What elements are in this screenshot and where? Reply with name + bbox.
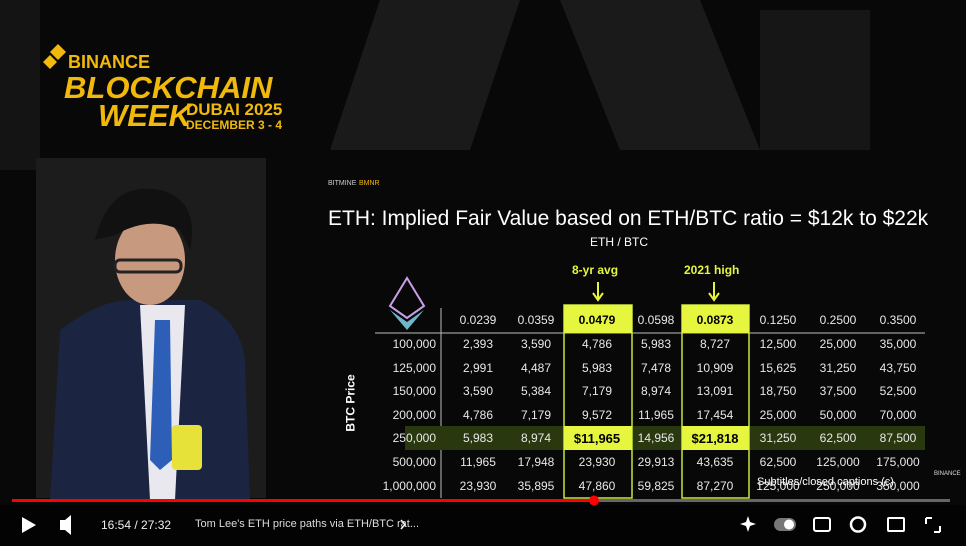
chapter-title[interactable]: Tom Lee's ETH price paths via ETH/BTC ra…	[195, 518, 420, 530]
table-cell: 29,913	[637, 455, 675, 469]
column-header: 0.0479	[578, 313, 616, 327]
table-cell: 25,000	[819, 337, 857, 351]
row-header: 100,000	[392, 337, 436, 351]
controls-icons	[22, 515, 941, 535]
table-cell: 15,625	[759, 360, 797, 375]
table-cell: 2,991	[462, 360, 494, 375]
column-header: 0.3500	[879, 313, 917, 327]
table-cell: 43,750	[879, 360, 917, 375]
ai-button[interactable]	[740, 516, 756, 532]
captions-button[interactable]	[813, 517, 831, 532]
row-header: 125,000	[392, 360, 436, 375]
table-cell: 37,500	[819, 384, 857, 399]
table-cell: 23,930	[578, 455, 616, 469]
theater-button[interactable]	[887, 517, 905, 532]
table-cell: 250,000	[816, 478, 860, 493]
column-header: 0.0598	[637, 313, 675, 327]
table-cell: 35,000	[879, 337, 917, 351]
fullscreen-button[interactable]	[925, 517, 941, 533]
volume-button[interactable]	[60, 515, 71, 535]
table-cell: 8,974	[640, 384, 672, 399]
table-cell: 5,983	[640, 337, 672, 351]
annotation: 8-yr avg	[572, 263, 619, 277]
annotation: 2021 high	[684, 263, 740, 277]
table-cell: 35,895	[517, 478, 555, 493]
column-header: 0.0873	[696, 313, 734, 327]
watermark: BINANCE	[934, 471, 961, 477]
table-cell: 8,974	[520, 431, 552, 446]
table-cell: 31,250	[759, 431, 797, 446]
table-cell: 47,860	[578, 478, 616, 493]
column-header: 0.2500	[819, 313, 857, 327]
table-cell: 175,000	[876, 455, 920, 469]
table-cell: 8,727	[699, 337, 731, 351]
row-header: 200,000	[392, 407, 436, 422]
table-cell: 62,500	[819, 431, 857, 446]
table-cell: $21,818	[691, 431, 739, 447]
event-name: WEEK	[98, 98, 191, 133]
table-cell: 43,635	[696, 455, 734, 469]
table-cell: 12,500	[759, 337, 797, 351]
table-cell: 7,179	[581, 384, 613, 399]
table-cell: 52,500	[879, 384, 917, 399]
table-cell: 17,454	[696, 407, 734, 422]
column-header: 0.0239	[459, 313, 497, 327]
autoplay-knob	[784, 519, 794, 530]
captions-tooltip: Subtitles/closed captions (c)	[757, 476, 894, 488]
column-header: 0.1250	[759, 313, 797, 327]
time-display: 16:54 / 27:32	[101, 518, 172, 532]
settings-button[interactable]	[849, 516, 867, 533]
table-cell: 17,948	[517, 455, 555, 469]
event-name: BLOCKCHAIN	[64, 70, 273, 105]
event-location: DUBAI 2025	[186, 100, 283, 119]
slide-title: ETH: Implied Fair Value based on ETH/BTC…	[328, 207, 929, 230]
row-header: 150,000	[392, 384, 436, 399]
table-cell: 11,965	[638, 407, 674, 422]
column-axis: ETH / BTC	[590, 235, 649, 249]
table-cell: 3,590	[462, 384, 494, 399]
table-cell: 125,000	[756, 478, 800, 493]
table-cell: 50,000	[819, 407, 857, 422]
row-axis: BTC Price	[343, 374, 358, 432]
table-cell: 125,000	[816, 455, 860, 469]
table-cell: 59,825	[637, 478, 675, 493]
chapter-arrow[interactable]	[400, 519, 407, 530]
brand: BINANCE	[68, 52, 151, 72]
table-cell: 4,786	[581, 337, 613, 351]
table-cell: 87,500	[879, 431, 917, 446]
row-header: 1,000,000	[382, 478, 436, 493]
table-cell: 9,572	[581, 407, 613, 422]
company: BITMINE	[328, 180, 357, 187]
row-header: 500,000	[392, 455, 436, 469]
table-cell: 23,930	[459, 478, 497, 493]
table-cell: 18,750	[759, 384, 797, 399]
table-cell: 4,487	[520, 360, 552, 375]
table-cell: 7,179	[520, 407, 552, 422]
table-cell: 13,091	[696, 384, 734, 399]
table-cell: 5,983	[581, 360, 613, 375]
table-cell: 87,270	[696, 478, 734, 493]
table-cell: 5,384	[520, 384, 552, 399]
table-cell: 7,478	[640, 360, 672, 375]
table-cell: 10,909	[696, 360, 734, 375]
table-cell: 31,250	[819, 360, 857, 375]
table-cell: 70,000	[879, 407, 917, 422]
row-header: 250,000	[392, 431, 436, 446]
table-cell: 62,500	[759, 455, 797, 469]
table-cell: 3,590	[520, 337, 552, 351]
table-cell: 2,393	[462, 337, 494, 351]
ticker: BMNR	[359, 180, 380, 187]
table-cell: 4,786	[462, 407, 494, 422]
table-cell: 350,000	[876, 478, 920, 493]
column-header: 0.0359	[517, 313, 555, 327]
play-button[interactable]	[22, 517, 36, 533]
table-cell: 25,000	[759, 407, 797, 422]
table-cell: 5,983	[462, 431, 494, 446]
event-dates: DECEMBER 3 - 4	[186, 118, 283, 132]
table-cell: 14,956	[637, 431, 675, 446]
table-cell: $11,965	[573, 431, 621, 447]
table-cell: 11,965	[460, 455, 496, 469]
